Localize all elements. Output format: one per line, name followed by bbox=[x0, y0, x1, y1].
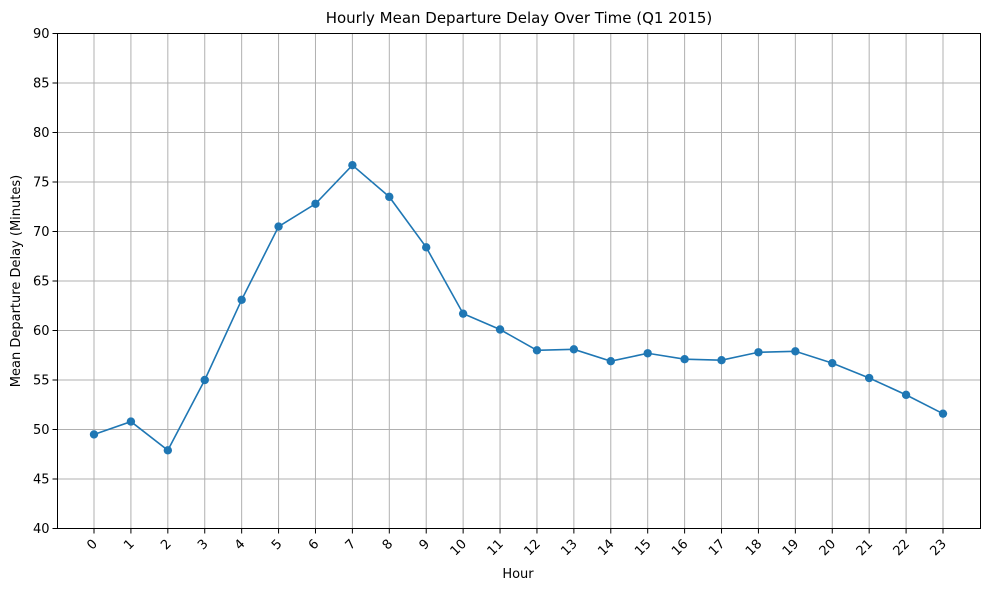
data-point bbox=[828, 358, 837, 368]
x-tick-label: 16 bbox=[669, 537, 691, 559]
x-tick-label: 22 bbox=[891, 537, 913, 559]
data-point bbox=[89, 430, 99, 439]
data-point bbox=[864, 373, 874, 383]
y-tick-label: 65 bbox=[33, 275, 50, 290]
y-tick-label: 80 bbox=[33, 126, 50, 141]
plot-frame bbox=[57, 33, 981, 529]
y-tick-label: 60 bbox=[33, 324, 50, 339]
x-tick-label: 3 bbox=[195, 537, 211, 553]
x-tick-label: 2 bbox=[158, 537, 174, 553]
data-point bbox=[901, 390, 911, 400]
series-line bbox=[93, 164, 944, 452]
chart-title: Hourly Mean Departure Delay Over Time (Q… bbox=[326, 9, 713, 27]
x-tick-label: 4 bbox=[232, 537, 248, 553]
data-point bbox=[422, 243, 431, 252]
data-point bbox=[348, 160, 357, 170]
y-tick-label: 55 bbox=[33, 374, 50, 389]
data-point bbox=[274, 222, 283, 231]
x-tick-label: 15 bbox=[632, 537, 654, 559]
x-tick-label: 19 bbox=[780, 537, 802, 559]
data-point bbox=[754, 348, 763, 357]
x-tick-label: 9 bbox=[417, 537, 433, 553]
data-point bbox=[311, 199, 320, 208]
data-point bbox=[717, 356, 726, 365]
x-tick-label: 11 bbox=[485, 537, 507, 559]
x-tick-label: 10 bbox=[448, 537, 470, 559]
x-tick-label: 6 bbox=[306, 537, 322, 553]
data-point bbox=[458, 309, 468, 318]
y-axis-label: Mean Departure Delay (Minutes) bbox=[9, 175, 24, 387]
data-point bbox=[680, 355, 689, 364]
y-tick-label: 90 bbox=[33, 27, 50, 42]
data-point bbox=[385, 192, 394, 202]
y-tick-label: 40 bbox=[33, 522, 50, 537]
x-tick-label: 13 bbox=[558, 537, 580, 559]
y-tick-label: 50 bbox=[33, 423, 50, 438]
y-tick-label: 70 bbox=[33, 225, 50, 240]
x-tick-label: 5 bbox=[269, 537, 285, 553]
x-tick-label: 23 bbox=[928, 537, 950, 559]
data-point bbox=[163, 446, 173, 455]
x-tick-label: 7 bbox=[343, 537, 359, 553]
y-tick-label: 85 bbox=[33, 77, 50, 92]
x-tick-label: 20 bbox=[817, 537, 839, 559]
data-point bbox=[200, 375, 209, 385]
data-point bbox=[938, 409, 948, 418]
data-point bbox=[126, 417, 136, 426]
data-point bbox=[643, 349, 652, 358]
x-tick-label: 12 bbox=[521, 537, 543, 559]
x-tick-label: 14 bbox=[595, 537, 617, 559]
x-tick-label: 8 bbox=[380, 537, 396, 553]
data-point bbox=[569, 345, 579, 354]
x-tick-label: 1 bbox=[121, 537, 137, 553]
data-point bbox=[495, 325, 505, 334]
grid bbox=[57, 33, 981, 529]
y-tick-label: 75 bbox=[33, 176, 50, 191]
data-point bbox=[532, 346, 542, 355]
series-layer bbox=[89, 160, 948, 455]
y-tick-label: 45 bbox=[33, 473, 50, 488]
x-tick-label: 0 bbox=[84, 537, 100, 553]
x-tick-label: 17 bbox=[706, 537, 728, 559]
data-point bbox=[791, 347, 800, 356]
x-tick-label: 21 bbox=[854, 537, 876, 559]
x-tick-label: 18 bbox=[743, 537, 765, 559]
data-point bbox=[606, 356, 615, 366]
data-point bbox=[237, 295, 246, 305]
x-axis-label: Hour bbox=[502, 567, 534, 582]
